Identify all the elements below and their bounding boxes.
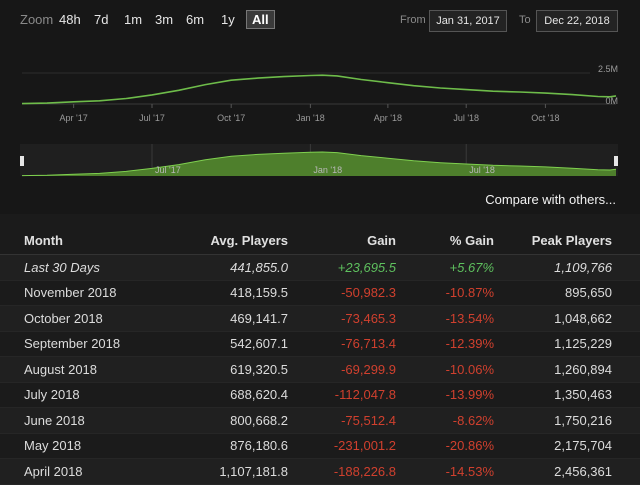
zoom-48h-button[interactable]: 48h <box>59 12 81 27</box>
header-avg-players: Avg. Players <box>210 232 288 248</box>
zoom-all-button[interactable]: All <box>246 10 275 29</box>
zoom-7d-button[interactable]: 7d <box>94 12 109 27</box>
pct-gain-cell: -12.39% <box>445 336 494 352</box>
chart-panel: Zoom 48h 7d 1m 3m 6m 1y All From Jan 31,… <box>0 0 640 214</box>
pct-gain-cell: -14.53% <box>445 463 494 479</box>
y-tick-label: 2.5M <box>598 64 618 74</box>
zoom-1m-button[interactable]: 1m <box>124 12 143 27</box>
table-row: April 2018 1,107,181.8 -188,226.8 -14.53% 2,… <box>0 459 640 485</box>
month-cell: Last 30 Days <box>24 259 100 275</box>
table-row: May 2018 876,180.6 -231,001.2 -20.86% 2,175,… <box>0 434 640 459</box>
pct-gain-cell: -13.54% <box>445 310 494 326</box>
to-date-input[interactable]: Dec 22, 2018 <box>536 10 618 32</box>
zoom-1y-button[interactable]: 1y <box>221 12 235 27</box>
header-month: Month <box>24 232 63 248</box>
gain-cell: -75,512.4 <box>341 412 396 428</box>
pct-gain-cell: -8.62% <box>452 412 494 428</box>
from-date-input[interactable]: Jan 31, 2017 <box>429 10 507 32</box>
gain-cell: -50,982.3 <box>341 285 396 301</box>
navigator-tick-label: Jul '18 <box>469 165 495 175</box>
month-cell: April 2018 <box>24 463 83 479</box>
stats-table: Month Avg. Players Gain % Gain Peak Play… <box>0 226 640 485</box>
pct-gain-cell: -10.06% <box>445 361 494 377</box>
x-tick-label: Oct '17 <box>217 113 245 123</box>
table-row: July 2018 688,620.4 -112,047.8 -13.99% 1,350… <box>0 383 640 408</box>
peak-players-cell: 1,048,662 <box>554 310 612 326</box>
month-cell: July 2018 <box>24 387 80 403</box>
gain-cell: -188,226.8 <box>333 463 396 479</box>
navigator-right-handle[interactable] <box>614 156 618 166</box>
peak-players-cell: 1,350,463 <box>554 387 612 403</box>
table-row: September 2018 542,607.1 -76,713.4 -12.39% 1… <box>0 332 640 357</box>
table-header: Month Avg. Players Gain % Gain Peak Play… <box>0 226 640 255</box>
navigator-tick-label: Jul '17 <box>155 165 181 175</box>
zoom-label: Zoom <box>20 12 54 27</box>
gain-cell: -231,001.2 <box>333 438 396 454</box>
avg-players-cell: 469,141.7 <box>230 310 288 326</box>
month-cell: October 2018 <box>24 310 103 326</box>
zoom-3m-button[interactable]: 3m <box>155 12 174 27</box>
pct-gain-cell: -20.86% <box>445 438 494 454</box>
peak-players-cell: 1,109,766 <box>554 259 612 275</box>
avg-players-cell: 418,159.5 <box>230 285 288 301</box>
x-tick-label: Jul '18 <box>453 113 479 123</box>
x-tick-label: Jul '17 <box>139 113 165 123</box>
x-tick-label: Jan '18 <box>296 113 325 123</box>
zoom-6m-button[interactable]: 6m <box>186 12 205 27</box>
peak-players-cell: 1,125,229 <box>554 336 612 352</box>
table-row: August 2018 619,320.5 -69,299.9 -10.06% 1,26… <box>0 357 640 383</box>
header-peak-players: Peak Players <box>531 232 612 248</box>
avg-players-cell: 800,668.2 <box>230 412 288 428</box>
from-label: From <box>400 14 426 26</box>
peak-players-cell: 2,456,361 <box>554 463 612 479</box>
avg-players-cell: 542,607.1 <box>230 336 288 352</box>
navigator-line <box>21 151 617 177</box>
peak-players-cell: 1,750,216 <box>554 412 612 428</box>
pct-gain-cell: -13.99% <box>445 387 494 403</box>
compare-link[interactable]: Compare with others... <box>485 192 616 207</box>
to-label: To <box>519 14 531 26</box>
gain-cell: +23,695.5 <box>337 259 396 275</box>
navigator-tick-label: Jan '18 <box>313 165 342 175</box>
gain-cell: -112,047.8 <box>334 387 396 403</box>
month-cell: May 2018 <box>24 438 82 454</box>
pct-gain-cell: +5.67% <box>449 259 494 275</box>
avg-players-cell: 876,180.6 <box>230 438 288 454</box>
month-cell: June 2018 <box>24 412 85 428</box>
player-chart: Apr '17 Jul '17 Oct '17 Jan '18 Apr '18 Jul '… <box>21 64 618 123</box>
month-cell: August 2018 <box>24 361 98 377</box>
pct-gain-cell: -10.87% <box>445 285 494 301</box>
gain-cell: -73,465.3 <box>341 310 396 326</box>
x-tick-label: Oct '18 <box>531 113 559 123</box>
x-tick-label: Apr '17 <box>60 113 88 123</box>
peak-players-cell: 1,260,894 <box>554 361 612 377</box>
gain-cell: -69,299.9 <box>341 361 396 377</box>
table-row: June 2018 800,668.2 -75,512.4 -8.62% 1,750,2… <box>0 408 640 434</box>
series-line <box>21 74 617 105</box>
navigator-left-handle[interactable] <box>20 156 24 166</box>
peak-players-cell: 895,650 <box>565 285 612 301</box>
gain-cell: -76,713.4 <box>341 336 396 352</box>
month-cell: November 2018 <box>24 285 117 301</box>
peak-players-cell: 2,175,704 <box>554 438 612 454</box>
y-tick-label: 0M <box>605 96 618 106</box>
avg-players-cell: 619,320.5 <box>230 361 288 377</box>
table-row: November 2018 418,159.5 -50,982.3 -10.87% 89… <box>0 281 640 306</box>
header-gain: Gain <box>367 232 396 248</box>
navigator-chart[interactable]: Jul '17 Jan '18 Jul '18 <box>0 0 640 214</box>
table-row: October 2018 469,141.7 -73,465.3 -13.54% 1,0… <box>0 306 640 332</box>
header-pct-gain: % Gain <box>449 232 494 248</box>
avg-players-cell: 441,855.0 <box>230 259 288 275</box>
avg-players-cell: 1,107,181.8 <box>219 463 288 479</box>
x-tick-label: Apr '18 <box>374 113 402 123</box>
avg-players-cell: 688,620.4 <box>230 387 288 403</box>
month-cell: September 2018 <box>24 336 121 352</box>
table-row: Last 30 Days 441,855.0 +23,695.5 +5.67% 1,10… <box>0 255 640 281</box>
navigator-area <box>22 152 616 176</box>
